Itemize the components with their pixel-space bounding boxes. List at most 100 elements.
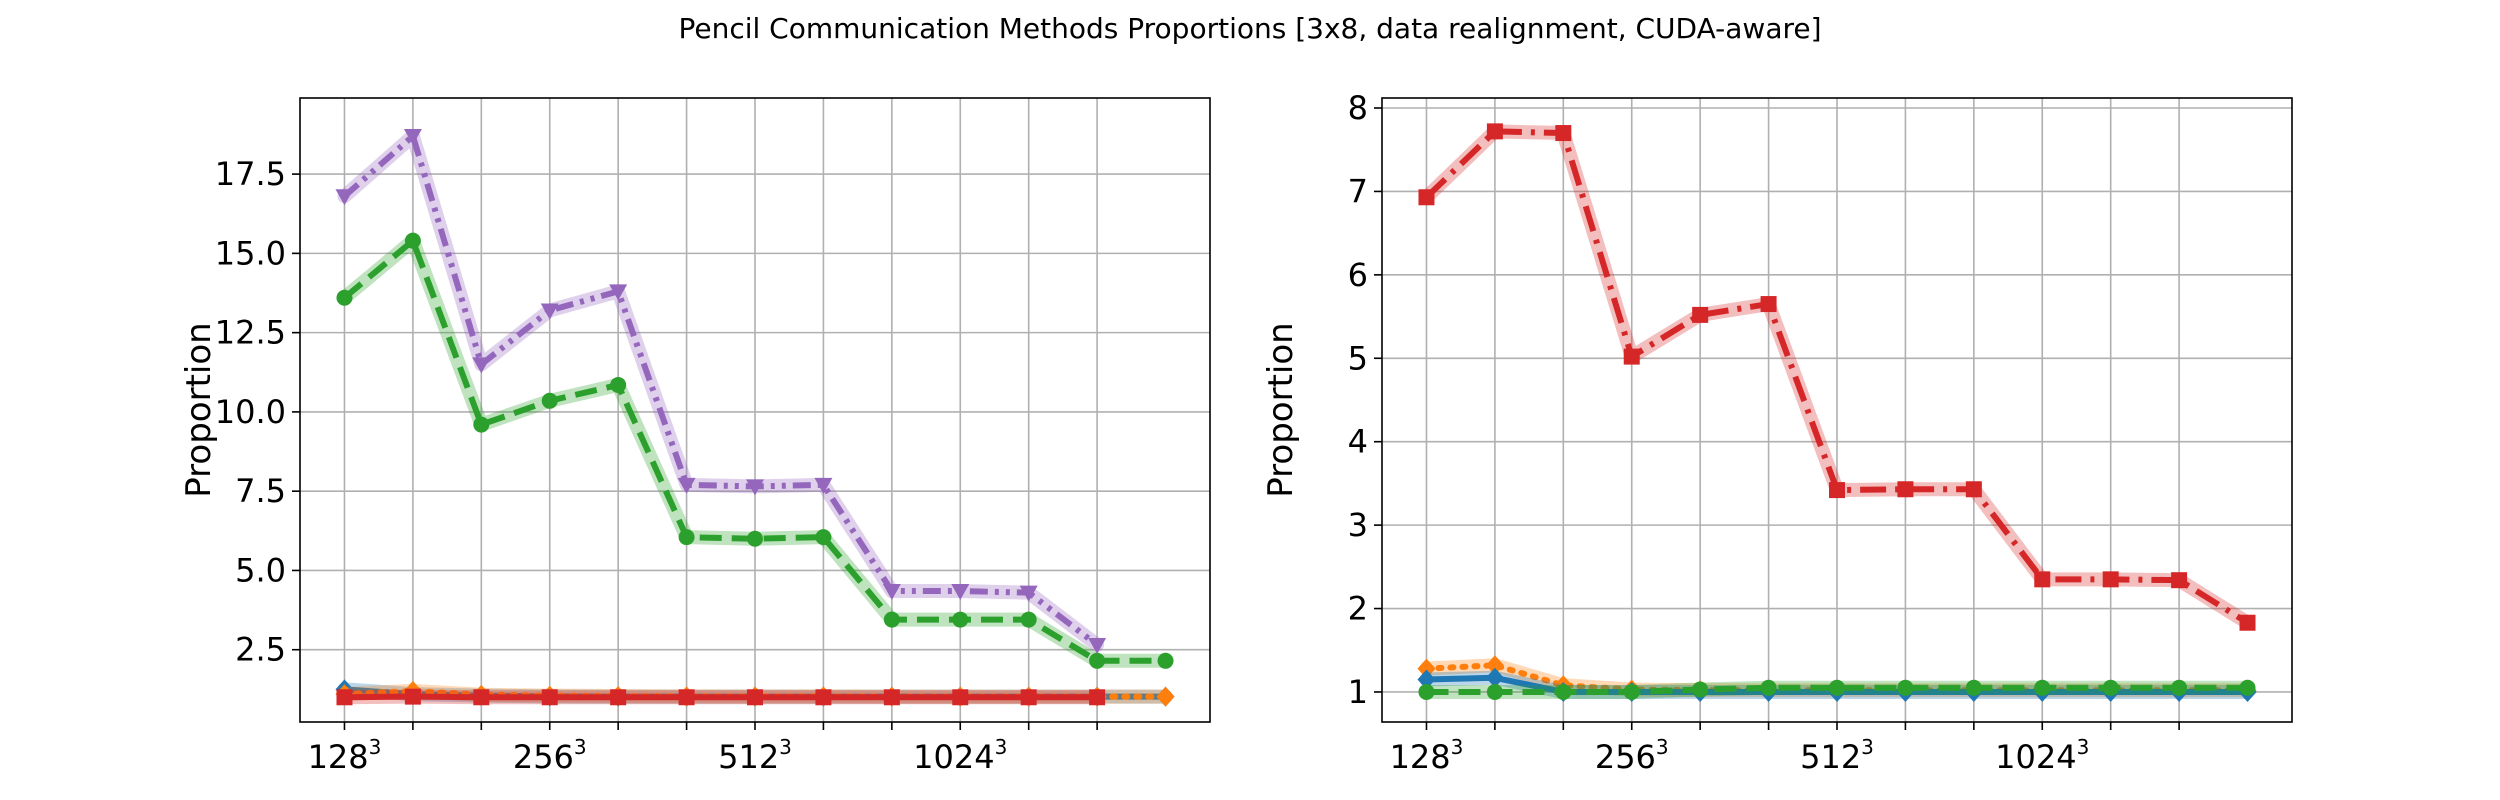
data-point	[2034, 679, 2051, 696]
data-point	[540, 303, 559, 320]
data-point	[814, 477, 833, 494]
data-point	[1829, 482, 1845, 499]
data-point	[610, 689, 627, 706]
y-tick-label: 12.5	[215, 314, 286, 352]
y-tick-label: 5	[1348, 339, 1368, 377]
y-tick-label: 6	[1348, 256, 1368, 294]
data-point	[678, 529, 695, 546]
x-tick-label: 1283	[1390, 735, 1464, 776]
data-point	[1157, 652, 1174, 669]
data-point	[1965, 481, 1982, 498]
data-point	[1692, 681, 1709, 698]
data-point	[1156, 686, 1175, 707]
y-tick-label: 15.0	[215, 234, 286, 272]
data-point	[2034, 571, 2051, 588]
data-point	[1418, 683, 1435, 700]
y-tick-label: 17.5	[215, 155, 286, 193]
y-tick-label: 2.5	[235, 631, 286, 669]
data-point	[541, 392, 558, 409]
data-point	[747, 530, 763, 547]
data-point	[1555, 125, 1572, 142]
data-point	[883, 611, 900, 628]
right-panel: 1 2 3 4 5 6 7 8 1283 2563 5123 10243 Proportion	[1261, 89, 2293, 776]
data-point	[473, 689, 490, 706]
data-point	[1089, 652, 1106, 669]
data-point	[403, 129, 422, 146]
data-point	[678, 689, 695, 706]
data-point	[1418, 189, 1435, 206]
data-point	[336, 289, 353, 306]
y-tick-label: 5.0	[235, 551, 286, 589]
data-point	[473, 416, 490, 433]
data-point	[815, 529, 832, 546]
data-point	[951, 584, 970, 601]
y-axis-label: Proportion	[1261, 322, 1301, 497]
data-point	[883, 689, 900, 706]
data-point	[1088, 637, 1107, 654]
data-point	[1020, 611, 1037, 628]
x-tick-label: 2563	[513, 735, 587, 776]
data-point	[1485, 655, 1504, 676]
data-point	[1897, 481, 1914, 498]
data-point	[1623, 683, 1640, 700]
series-band	[337, 129, 1105, 652]
data-point	[404, 688, 421, 705]
y-tick-label: 7	[1348, 172, 1368, 210]
data-point	[1760, 296, 1777, 313]
y-tick-label: 2	[1348, 590, 1368, 628]
x-tick-label: 2563	[1595, 735, 1669, 776]
data-point	[952, 689, 969, 706]
data-point	[1485, 667, 1504, 688]
y-tick-label: 10.0	[215, 393, 286, 431]
data-point	[1019, 585, 1038, 602]
series-line	[342, 133, 1099, 648]
y-axis-label: Proportion	[179, 322, 219, 497]
data-point	[336, 689, 353, 706]
data-point	[2171, 572, 2188, 589]
data-point	[541, 689, 558, 706]
data-point	[882, 584, 901, 601]
y-tick-label: 7.5	[235, 472, 286, 510]
data-point	[1965, 679, 1982, 696]
y-tick-label: 1	[1348, 673, 1368, 711]
y-tick-label: 4	[1348, 423, 1368, 461]
data-point	[2239, 679, 2256, 696]
data-point	[2102, 679, 2119, 696]
data-point	[1020, 689, 1037, 706]
data-point	[1760, 679, 1777, 696]
data-point	[1897, 679, 1914, 696]
series-line	[344, 693, 1098, 701]
data-point	[677, 477, 696, 494]
data-point	[335, 189, 354, 206]
data-point	[747, 689, 763, 706]
y-tick-label: 3	[1348, 506, 1368, 544]
data-point	[1692, 306, 1709, 323]
data-point	[815, 689, 832, 706]
x-tick-label: 1283	[308, 735, 382, 776]
x-tick-label: 5123	[1800, 735, 1874, 776]
data-point	[1417, 669, 1436, 690]
x-tick-label: 10243	[1995, 735, 2089, 776]
data-point	[2171, 679, 2188, 696]
data-point	[746, 479, 764, 496]
data-point	[1555, 683, 1572, 700]
data-point	[610, 376, 627, 393]
data-point	[1417, 658, 1436, 679]
left-panel: 2.5 5.0 7.5 10.0 12.5 15.0 17.5 1283 2563 5123 102…	[179, 97, 1211, 776]
data-point	[1486, 683, 1503, 700]
data-point	[2102, 571, 2119, 588]
data-point	[609, 284, 628, 301]
data-point	[952, 611, 969, 628]
y-tick-label: 8	[1348, 89, 1368, 127]
data-point	[1486, 123, 1503, 140]
figure-title: Pencil Communication Methods Proportions…	[678, 12, 1822, 45]
data-point	[1089, 689, 1106, 706]
data-point	[404, 232, 421, 249]
data-point	[1829, 679, 1845, 696]
data-point	[2239, 614, 2256, 631]
x-tick-label: 10243	[913, 735, 1007, 776]
data-point	[1623, 348, 1640, 365]
data-point	[472, 357, 491, 374]
x-tick-label: 5123	[718, 735, 792, 776]
